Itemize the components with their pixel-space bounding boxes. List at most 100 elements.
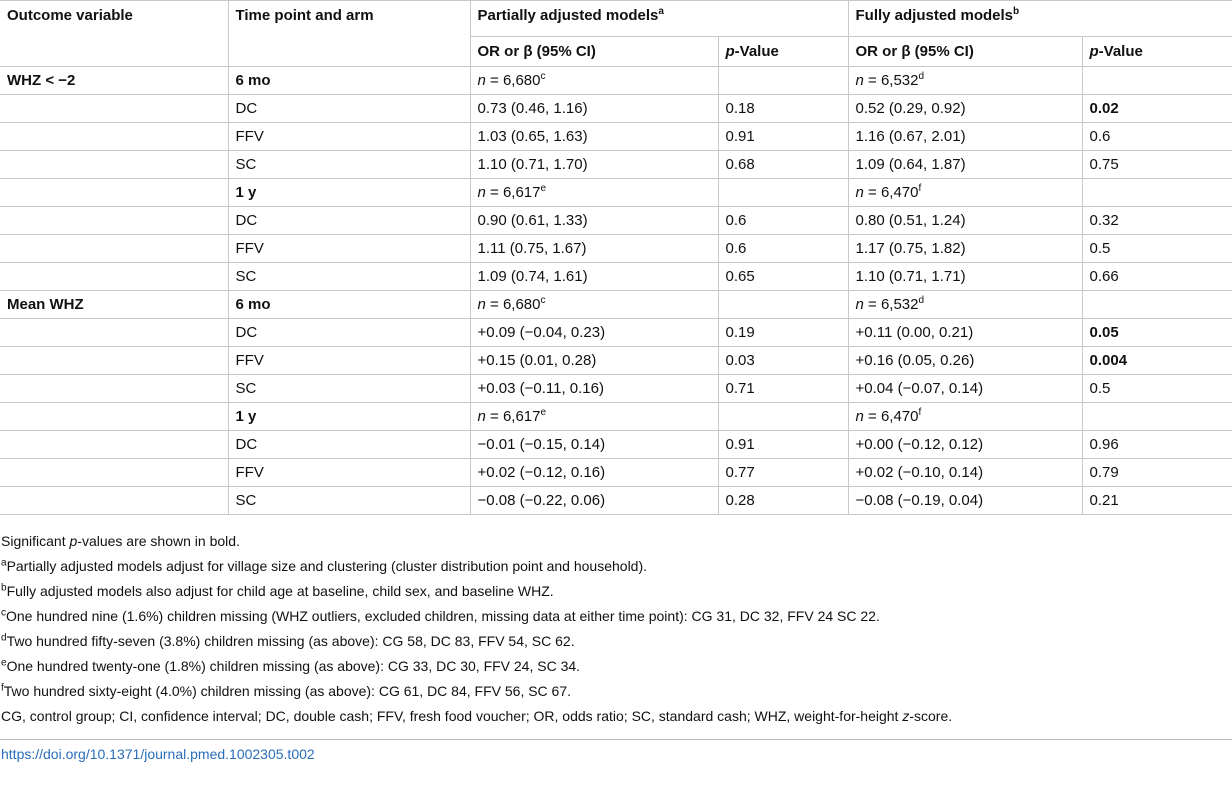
table-body: WHZ < −2 6 mo n = 6,680c n = 6,532d DC 0.73 (… xyxy=(0,66,1232,515)
table-cell: 0.65 xyxy=(717,262,849,291)
text-segment: +0.16 (0.05, 0.26) xyxy=(855,352,975,369)
text-segment: FFV xyxy=(235,128,264,145)
text-segment: n xyxy=(477,296,486,313)
table-cell xyxy=(717,66,849,95)
text-segment: 0.28 xyxy=(725,492,755,509)
table-cell: 0.66 xyxy=(1081,262,1232,291)
table-cell xyxy=(1081,402,1232,431)
table-cell: 0.05 xyxy=(1081,318,1232,347)
text-segment: = 6,532 xyxy=(863,296,919,313)
table-cell xyxy=(0,374,229,403)
text-segment: DC xyxy=(235,436,258,453)
text-segment: Mean WHZ xyxy=(7,296,84,313)
text-segment: +0.00 (−0.12, 0.12) xyxy=(855,436,984,453)
table-cell: DC xyxy=(227,94,471,123)
table-row: FFV 1.11 (0.75, 1.67) 0.6 1.17 (0.75, 1.82)… xyxy=(0,234,1232,263)
text-segment: p xyxy=(69,533,78,549)
header-cell: Time point and arm xyxy=(227,0,471,67)
text-segment: 1.10 (0.71, 1.71) xyxy=(855,268,966,285)
table-cell: n = 6,470f xyxy=(847,178,1083,207)
table-row: WHZ < −2 6 mo n = 6,680c n = 6,532d xyxy=(0,66,1232,95)
table-cell: 0.28 xyxy=(717,486,849,515)
table-cell: n = 6,532d xyxy=(847,66,1083,95)
table-cell: FFV xyxy=(227,458,471,487)
table-cell xyxy=(1081,290,1232,319)
table-cell xyxy=(0,122,229,151)
text-segment: +0.09 (−0.04, 0.23) xyxy=(477,324,606,341)
text-segment: 0.004 xyxy=(1089,352,1128,369)
text-segment: = 6,680 xyxy=(485,72,541,89)
table-row: SC +0.03 (−0.11, 0.16) 0.71 +0.04 (−0.07, 0… xyxy=(0,374,1232,403)
table-cell: SC xyxy=(227,374,471,403)
table-cell: 0.18 xyxy=(717,94,849,123)
text-segment: 0.6 xyxy=(725,240,747,257)
table-cell: +0.02 (−0.12, 0.16) xyxy=(469,458,719,487)
table-cell: 0.77 xyxy=(717,458,849,487)
doi-link[interactable]: https://doi.org/10.1371/journal.pmed.100… xyxy=(1,746,315,762)
text-segment: 0.05 xyxy=(1089,324,1119,341)
text-segment: 0.6 xyxy=(725,212,747,229)
table-cell: 0.004 xyxy=(1081,346,1232,375)
table-cell: 1.09 (0.64, 1.87) xyxy=(847,150,1083,179)
text-segment: 0.77 xyxy=(725,464,755,481)
text-segment: = 6,470 xyxy=(863,184,919,201)
table-cell: 0.73 (0.46, 1.16) xyxy=(469,94,719,123)
text-segment: 0.18 xyxy=(725,100,755,117)
table-cell: n = 6,680c xyxy=(469,290,719,319)
table-cell: 1.03 (0.65, 1.63) xyxy=(469,122,719,151)
table-cell: n = 6,617e xyxy=(469,402,719,431)
text-segment: +0.03 (−0.11, 0.16) xyxy=(477,380,604,397)
table-cell: 0.03 xyxy=(717,346,849,375)
text-segment: 0.03 xyxy=(725,352,755,369)
footnote: dTwo hundred fifty-seven (3.8%) children… xyxy=(0,629,1232,654)
table-row: SC 1.09 (0.74, 1.61) 0.65 1.10 (0.71, 1.71)… xyxy=(0,262,1232,291)
text-segment: SC xyxy=(235,156,257,173)
subheader-cell: p-Value xyxy=(717,36,849,67)
table-cell: DC xyxy=(227,318,471,347)
text-segment: 6 mo xyxy=(235,296,271,313)
text-segment: 1 y xyxy=(235,408,257,425)
text-segment: 0.75 xyxy=(1089,156,1119,173)
text-segment: n xyxy=(855,184,864,201)
table-cell: 0.75 xyxy=(1081,150,1232,179)
text-segment: 0.68 xyxy=(725,156,755,173)
text-segment: −0.08 (−0.19, 0.04) xyxy=(855,492,984,509)
table-cell: +0.09 (−0.04, 0.23) xyxy=(469,318,719,347)
table-cell: +0.02 (−0.10, 0.14) xyxy=(847,458,1083,487)
text-segment: 1.09 (0.74, 1.61) xyxy=(477,268,588,285)
table-header: Outcome variable Time point and arm Partia… xyxy=(0,0,1232,67)
text-segment: +0.11 (0.00, 0.21) xyxy=(855,324,974,341)
footnote: Significant p-values are shown in bold. xyxy=(0,529,1232,554)
text-segment: -Value xyxy=(1098,43,1143,60)
table-cell: FFV xyxy=(227,346,471,375)
table-cell xyxy=(0,430,229,459)
text-segment: -values are shown in bold. xyxy=(77,533,240,549)
table-cell: 0.5 xyxy=(1081,234,1232,263)
table-cell: FFV xyxy=(227,122,471,151)
table-cell: 0.02 xyxy=(1081,94,1232,123)
text-segment: FFV xyxy=(235,240,264,257)
table-cell: 0.96 xyxy=(1081,430,1232,459)
text-segment: 0.52 (0.29, 0.92) xyxy=(855,100,966,117)
results-table: Outcome variable Time point and arm Partia… xyxy=(0,0,1232,515)
text-segment: +0.15 (0.01, 0.28) xyxy=(477,352,597,369)
text-segment: n xyxy=(477,408,486,425)
text-segment: 6 mo xyxy=(235,72,271,89)
table-cell: +0.16 (0.05, 0.26) xyxy=(847,346,1083,375)
superscript: c xyxy=(1,607,6,619)
header-row: Outcome variable Time point and arm Partia… xyxy=(0,0,1232,67)
table-cell: −0.08 (−0.22, 0.06) xyxy=(469,486,719,515)
table-row: SC 1.10 (0.71, 1.70) 0.68 1.09 (0.64, 1.87)… xyxy=(0,150,1232,179)
text-segment: One hundred twenty-one (1.8%) children m… xyxy=(6,658,581,674)
text-segment: 0.80 (0.51, 1.24) xyxy=(855,212,966,229)
text-segment: +0.02 (−0.10, 0.14) xyxy=(855,464,984,481)
table-cell: DC xyxy=(227,206,471,235)
text-segment: = 6,470 xyxy=(863,408,919,425)
table-cell xyxy=(0,150,229,179)
table-cell: FFV xyxy=(227,234,471,263)
table-cell xyxy=(0,486,229,515)
table-cell: 0.52 (0.29, 0.92) xyxy=(847,94,1083,123)
table-cell: +0.03 (−0.11, 0.16) xyxy=(469,374,719,403)
footnotes: Significant p-values are shown in bold. a… xyxy=(0,529,1232,729)
